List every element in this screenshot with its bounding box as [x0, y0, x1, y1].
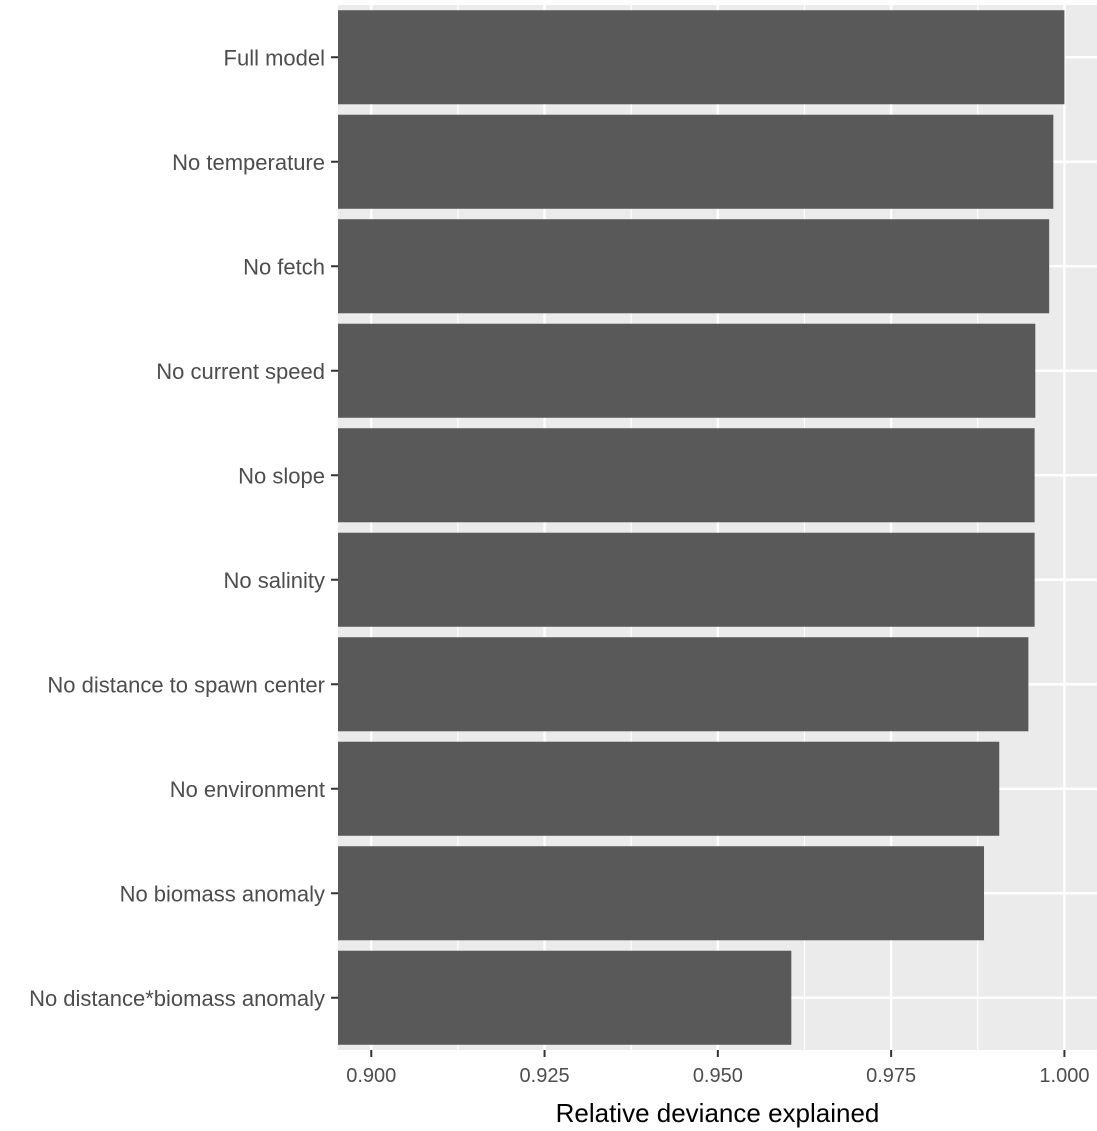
y-tick-label: No temperature: [172, 150, 325, 175]
x-tick-label: 1.000: [1039, 1065, 1089, 1087]
bar: [338, 846, 985, 941]
bar: [338, 950, 792, 1045]
y-tick-label: No fetch: [243, 254, 325, 279]
y-tick-label: No biomass anomaly: [120, 881, 325, 906]
bar: [338, 637, 1029, 732]
y-tick-label: No current speed: [156, 359, 325, 384]
bar: [338, 428, 1035, 523]
x-tick-label: 0.950: [693, 1065, 743, 1087]
y-tick-label: No salinity: [224, 568, 325, 593]
y-tick-label: No distance to spawn center: [47, 672, 325, 697]
bar: [338, 741, 1000, 836]
x-tick-label: 0.975: [866, 1065, 916, 1087]
bar: [338, 323, 1036, 418]
bar: [338, 219, 1050, 314]
bar: [338, 114, 1054, 209]
y-tick-label: No distance*biomass anomaly: [29, 986, 325, 1011]
x-axis: 0.900 0.925 0.950 0.975 1.000: [346, 1050, 1089, 1087]
bar: [338, 532, 1035, 627]
bar: [338, 10, 1065, 105]
x-axis-title: Relative deviance explained: [556, 1098, 880, 1128]
y-tick-label: No slope: [238, 463, 325, 488]
x-tick-label: 0.900: [346, 1065, 396, 1087]
y-tick-label: Full model: [224, 45, 325, 70]
bars: [338, 10, 1065, 1045]
x-tick-label: 0.925: [520, 1065, 570, 1087]
y-axis: Full model No temperature No fetch No curre…: [29, 45, 338, 1011]
y-tick-label: No environment: [170, 777, 325, 802]
